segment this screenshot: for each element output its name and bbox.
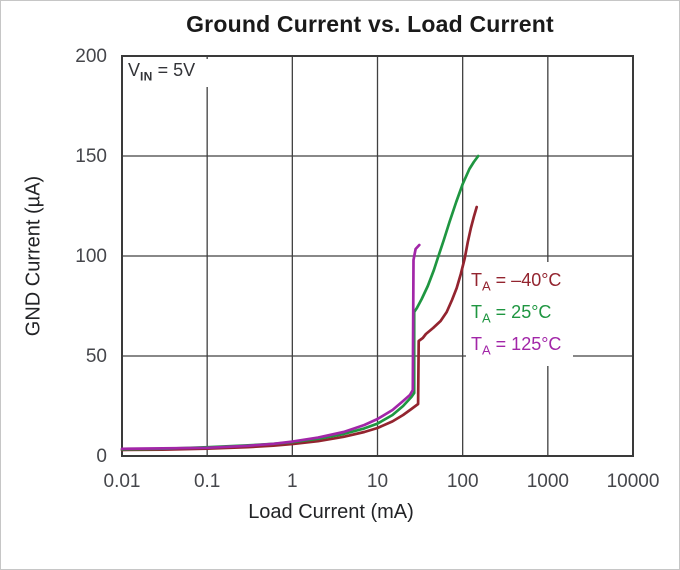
legend-label-value: = 25°C [490,302,552,322]
svg-text:0.01: 0.01 [104,471,141,492]
vin-annotation-value: = 5V [152,60,196,80]
svg-text:100: 100 [447,471,479,492]
legend-label-value: = –40°C [490,270,562,290]
legend-item-minus40c: TA = –40°C [471,264,561,296]
legend-label-value: = 125°C [490,334,562,354]
legend-label: T [471,302,482,322]
vin-annotation: VIN = 5V [125,59,238,87]
svg-text:50: 50 [86,346,107,367]
legend-label: T [471,270,482,290]
svg-text:150: 150 [75,146,107,167]
svg-text:1000: 1000 [527,471,569,492]
legend-label-subscript: A [482,278,491,294]
legend-label: T [471,334,482,354]
legend-item-25c: TA = 25°C [471,296,561,328]
legend-label-subscript: A [482,310,491,326]
x-axis-label: Load Current (mA) [248,501,414,523]
vin-annotation-subscript: IN [140,69,153,84]
svg-text:200: 200 [75,46,107,67]
svg-text:1: 1 [287,471,298,492]
svg-text:0: 0 [96,446,107,467]
legend-item-125c: TA = 125°C [471,328,561,360]
svg-text:10: 10 [367,471,388,492]
svg-text:0.1: 0.1 [194,471,220,492]
svg-text:10000: 10000 [607,471,660,492]
svg-text:100: 100 [75,246,107,267]
legend-label-subscript: A [482,342,491,358]
legend: TA = –40°C TA = 25°C TA = 125°C [466,262,574,366]
vin-annotation-symbol: V [128,60,141,80]
chart-title: Ground Current vs. Load Current [186,11,554,37]
